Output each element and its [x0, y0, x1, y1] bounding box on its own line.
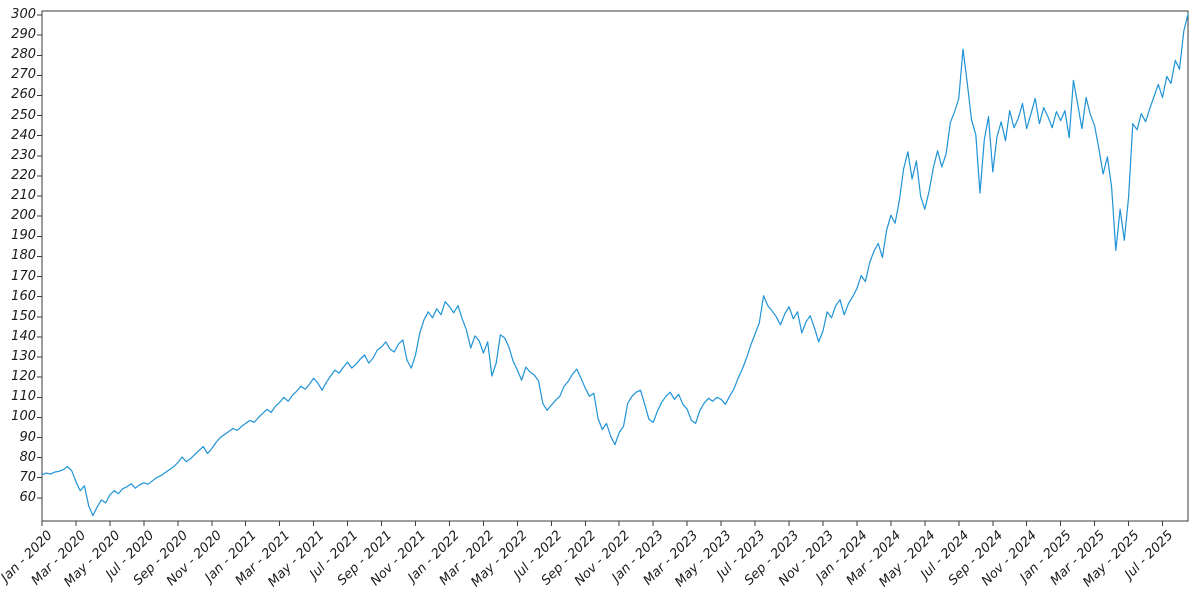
price-line: [41, 13, 1189, 517]
y-tick-label: 170: [11, 268, 36, 284]
y-tick-label: 270: [11, 67, 36, 83]
y-tick-label: 140: [11, 328, 36, 344]
y-tick-label: 220: [11, 167, 36, 183]
y-tick-label: 120: [11, 369, 36, 385]
y-tick-label: 210: [11, 188, 36, 204]
plot-frame: [41, 10, 1189, 522]
y-tick-label: 110: [11, 389, 36, 405]
y-tick-label: 280: [11, 47, 36, 63]
y-tick-label: 260: [11, 87, 36, 103]
y-tick-label: 100: [11, 409, 36, 425]
y-tick-label: 70: [19, 469, 36, 485]
y-tick-label: 250: [11, 107, 36, 123]
y-tick-label: 190: [11, 228, 36, 244]
y-tick-label: 80: [19, 449, 36, 465]
y-tick-label: 150: [11, 308, 36, 324]
y-tick-label: 60: [19, 489, 36, 505]
y-tick-label: 200: [11, 208, 36, 224]
y-tick-label: 230: [11, 147, 36, 163]
y-tick-label: 130: [11, 349, 36, 365]
y-tick-label: 180: [11, 248, 36, 264]
y-tick-label: 300: [11, 7, 36, 23]
y-tick-label: 240: [11, 127, 36, 143]
y-tick-label: 90: [19, 429, 36, 445]
y-tick-label: 290: [11, 27, 36, 43]
y-tick-label: 160: [11, 288, 36, 304]
